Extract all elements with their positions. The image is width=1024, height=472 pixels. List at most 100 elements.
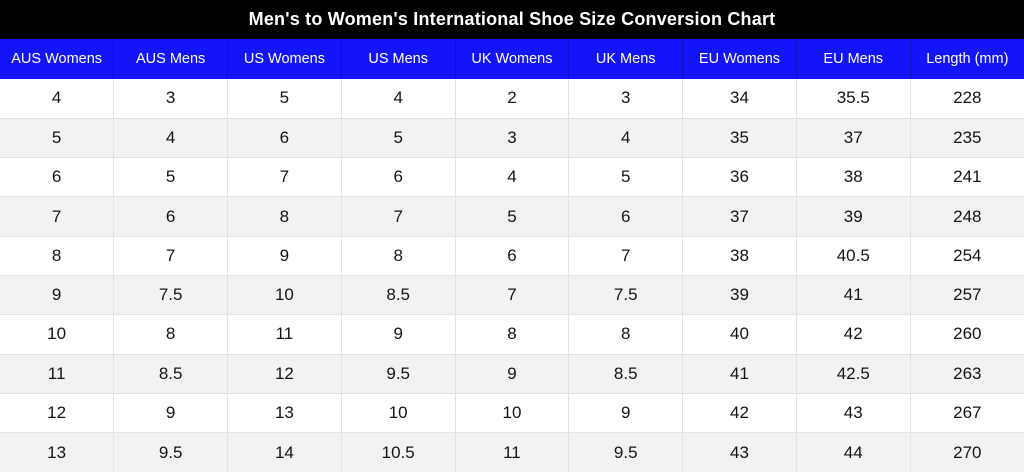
table-cell: 37 <box>796 118 911 159</box>
table-cell: 257 <box>910 275 1024 316</box>
table-cell: 12 <box>0 393 115 434</box>
table-header: AUS Womens AUS Mens US Womens US Mens UK Wom… <box>0 39 1024 79</box>
table-cell: 9 <box>227 236 342 276</box>
table-cell: 6 <box>568 196 684 237</box>
table-cell: 5 <box>0 118 115 159</box>
table-row: 12 9 13 10 10 9 42 43 267 <box>0 393 1024 434</box>
table-cell: 40.5 <box>796 236 911 276</box>
table-cell: 13 <box>227 393 342 434</box>
column-header: UK Mens <box>568 39 684 79</box>
table-cell: 8.5 <box>568 354 684 394</box>
table-cell: 270 <box>910 432 1024 472</box>
table-cell: 8 <box>227 196 342 237</box>
table-cell: 6 <box>113 196 229 237</box>
table-cell: 35 <box>682 118 797 159</box>
table-cell: 7 <box>113 236 229 276</box>
table-row: 13 9.5 14 10.5 11 9.5 43 44 270 <box>0 432 1024 472</box>
table-row: 10 8 11 9 8 8 40 42 260 <box>0 314 1024 355</box>
table-cell: 8.5 <box>341 275 456 316</box>
table-cell: 8 <box>568 314 684 355</box>
table-cell: 40 <box>682 314 797 355</box>
table-cell: 6 <box>227 118 342 159</box>
table-cell: 8 <box>113 314 229 355</box>
table-cell: 3 <box>568 79 684 119</box>
table-cell: 9 <box>341 314 456 355</box>
table-row: 9 7.5 10 8.5 7 7.5 39 41 257 <box>0 275 1024 316</box>
table-cell: 248 <box>910 196 1024 237</box>
table-cell: 38 <box>682 236 797 276</box>
table-cell: 42.5 <box>796 354 911 394</box>
table-cell: 235 <box>910 118 1024 159</box>
table-cell: 4 <box>0 79 115 119</box>
table-cell: 9.5 <box>568 432 684 472</box>
table-cell: 263 <box>910 354 1024 394</box>
page-title: Men's to Women's International Shoe Size… <box>248 9 776 29</box>
column-header: US Mens <box>341 39 456 79</box>
table-cell: 36 <box>682 157 797 198</box>
conversion-table: AUS Womens AUS Mens US Womens US Mens UK Wom… <box>0 39 1024 472</box>
table-header-row: AUS Womens AUS Mens US Womens US Mens UK Wom… <box>0 39 1024 79</box>
table-cell: 11 <box>227 314 342 355</box>
column-header: AUS Womens <box>0 39 115 79</box>
column-header: EU Womens <box>682 39 797 79</box>
table-cell: 5 <box>341 118 456 159</box>
table-cell: 39 <box>796 196 911 237</box>
table-row: 11 8.5 12 9.5 9 8.5 41 42.5 263 <box>0 354 1024 394</box>
table-cell: 241 <box>910 157 1024 198</box>
table-cell: 8 <box>341 236 456 276</box>
table-cell: 10 <box>0 314 115 355</box>
table-cell: 254 <box>910 236 1024 276</box>
table-cell: 11 <box>0 354 115 394</box>
table-body: 4 3 5 4 2 3 34 35.5 228 5 4 6 5 3 4 35 37 235 6 5 7 6 4 5 36 38 24… <box>0 79 1024 472</box>
table-cell: 9.5 <box>113 432 229 472</box>
table-cell: 41 <box>796 275 911 316</box>
table-cell: 6 <box>341 157 456 198</box>
table-cell: 228 <box>910 79 1024 119</box>
table-cell: 8 <box>0 236 115 276</box>
table-row: 7 6 8 7 5 6 37 39 248 <box>0 196 1024 237</box>
table-cell: 3 <box>113 79 229 119</box>
table-row: 6 5 7 6 4 5 36 38 241 <box>0 157 1024 198</box>
table-cell: 43 <box>682 432 797 472</box>
table-cell: 41 <box>682 354 797 394</box>
table-cell: 2 <box>455 79 570 119</box>
table-cell: 7 <box>227 157 342 198</box>
column-header: EU Mens <box>796 39 911 79</box>
column-header: UK Womens <box>455 39 570 79</box>
table-cell: 10.5 <box>341 432 456 472</box>
table-cell: 6 <box>455 236 570 276</box>
table-cell: 4 <box>455 157 570 198</box>
column-header: Length (mm) <box>910 39 1024 79</box>
table-cell: 9 <box>455 354 570 394</box>
table-cell: 9 <box>0 275 115 316</box>
table-cell: 7 <box>341 196 456 237</box>
table-cell: 11 <box>455 432 570 472</box>
table-cell: 5 <box>455 196 570 237</box>
table-cell: 6 <box>0 157 115 198</box>
table-row: 5 4 6 5 3 4 35 37 235 <box>0 118 1024 159</box>
table-cell: 34 <box>682 79 797 119</box>
table-cell: 7 <box>568 236 684 276</box>
table-cell: 9 <box>568 393 684 434</box>
table-cell: 35.5 <box>796 79 911 119</box>
table-cell: 9 <box>113 393 229 434</box>
table-cell: 5 <box>227 79 342 119</box>
table-cell: 10 <box>455 393 570 434</box>
table-row: 8 7 9 8 6 7 38 40.5 254 <box>0 236 1024 276</box>
table-cell: 42 <box>796 314 911 355</box>
table-cell: 3 <box>455 118 570 159</box>
table-cell: 10 <box>227 275 342 316</box>
table-cell: 8 <box>455 314 570 355</box>
table-cell: 4 <box>568 118 684 159</box>
table-cell: 4 <box>341 79 456 119</box>
table-cell: 7 <box>455 275 570 316</box>
column-header: AUS Mens <box>113 39 229 79</box>
table-cell: 14 <box>227 432 342 472</box>
table-cell: 5 <box>568 157 684 198</box>
table-row: 4 3 5 4 2 3 34 35.5 228 <box>0 79 1024 119</box>
table-cell: 260 <box>910 314 1024 355</box>
table-cell: 5 <box>113 157 229 198</box>
table-cell: 13 <box>0 432 115 472</box>
table-cell: 9.5 <box>341 354 456 394</box>
